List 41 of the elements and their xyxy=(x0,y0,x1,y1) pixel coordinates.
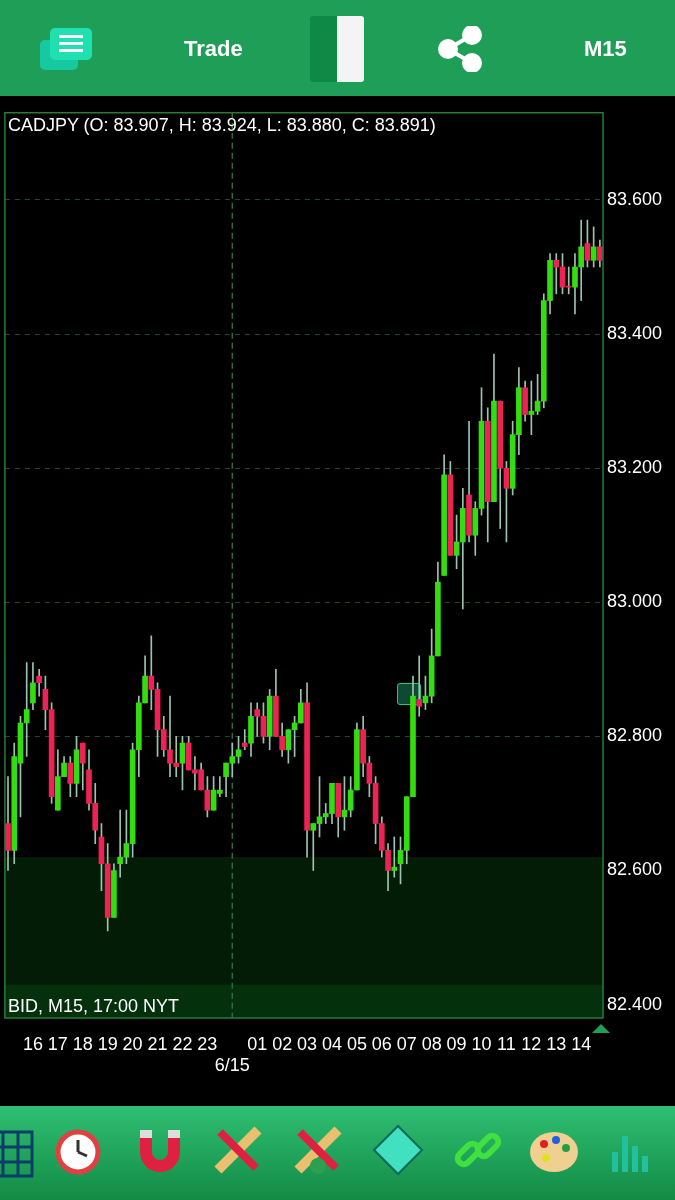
chart-title: CADJPY (O: 83.907, H: 83.924, L: 83.880, C: 83.891) xyxy=(7,114,436,135)
x-tick-label: 02 xyxy=(272,1033,293,1054)
x-tick-label: 10 xyxy=(471,1033,492,1054)
text: Trade xyxy=(184,36,243,62)
x-tick-label: 05 xyxy=(346,1033,367,1054)
x-tick-label: 11 xyxy=(497,1033,516,1054)
y-tick-label: 82.600 xyxy=(607,859,663,880)
y-tick-label: 83.400 xyxy=(607,323,663,344)
x-tick-label: 18 xyxy=(72,1033,93,1054)
x-tick-label: 19 xyxy=(97,1033,118,1054)
annotation: BID, M15, 17:00 NYT xyxy=(7,995,179,1016)
x-tick-label: 21 xyxy=(147,1033,168,1054)
x-tick-label: 01 xyxy=(247,1033,268,1054)
y-tick-label: 82.400 xyxy=(607,993,663,1014)
x-tick-label: 22 xyxy=(172,1033,193,1054)
x-tick-label: 08 xyxy=(421,1033,442,1054)
x-tick-label: 20 xyxy=(122,1033,143,1054)
y-tick-label: 82.800 xyxy=(607,725,663,746)
candlestick xyxy=(553,253,560,295)
candlestick xyxy=(23,662,30,757)
x-tick-label: 07 xyxy=(396,1033,417,1054)
x-tick-label: 13 xyxy=(546,1033,567,1054)
y-tick-label: 83.600 xyxy=(607,188,663,209)
candlestick xyxy=(578,219,585,301)
candlestick xyxy=(241,729,248,751)
x-tick-label: 09 xyxy=(446,1033,467,1054)
x-tick-label: 23 xyxy=(197,1033,218,1054)
x-tick-label: 12 xyxy=(521,1033,542,1054)
x-tick-label: 03 xyxy=(297,1033,318,1054)
candlestick xyxy=(117,809,123,878)
y-tick-label: 83.000 xyxy=(607,591,663,612)
x-tick-label: 04 xyxy=(321,1033,342,1054)
candlestick xyxy=(391,836,398,878)
candlestick xyxy=(416,655,423,717)
x-tick-label: 16 xyxy=(22,1033,43,1054)
x-tick-label: 17 xyxy=(47,1033,68,1054)
y-tick-label: 83.200 xyxy=(607,457,663,478)
text: M15 xyxy=(584,36,627,62)
x-tick-label: 6/15 xyxy=(214,1055,250,1076)
x-tick-label: 14 xyxy=(571,1033,592,1054)
x-tick-label: 06 xyxy=(371,1033,392,1054)
